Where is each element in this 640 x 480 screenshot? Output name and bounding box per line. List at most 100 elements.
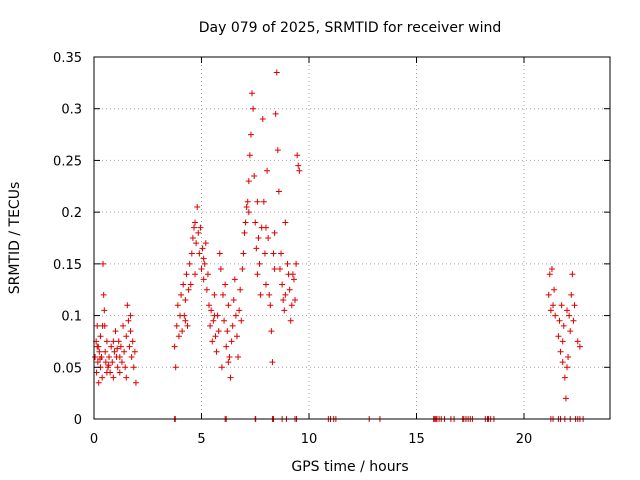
data-point xyxy=(183,271,190,278)
data-point xyxy=(132,379,139,386)
data-point xyxy=(210,317,217,324)
data-point xyxy=(196,250,203,257)
data-point xyxy=(127,312,134,319)
data-point xyxy=(235,353,242,360)
y-tick-label: 0.1 xyxy=(61,310,82,325)
y-tick-label: 0 xyxy=(74,413,82,428)
data-point xyxy=(118,359,125,366)
data-point xyxy=(97,333,104,340)
data-point xyxy=(247,131,254,138)
data-point xyxy=(121,348,128,355)
data-point xyxy=(222,281,229,288)
data-point xyxy=(101,307,108,314)
data-point xyxy=(207,322,214,329)
x-tick-label: 20 xyxy=(516,432,533,447)
data-point xyxy=(208,307,215,314)
data-point xyxy=(293,260,300,267)
data-point xyxy=(242,219,249,226)
data-point xyxy=(116,369,123,376)
data-point xyxy=(560,322,567,329)
data-point xyxy=(175,333,182,340)
data-point xyxy=(179,328,186,335)
y-tick-label: 0.3 xyxy=(61,103,82,118)
data-point xyxy=(574,338,581,345)
data-point xyxy=(282,219,289,226)
data-point xyxy=(190,224,197,231)
data-point xyxy=(274,147,281,154)
data-point xyxy=(240,250,247,257)
y-axis-label: SRMTID / TECUs xyxy=(7,182,23,295)
data-point xyxy=(252,219,259,226)
data-point xyxy=(105,362,112,369)
data-point xyxy=(564,364,570,371)
data-point xyxy=(99,374,106,381)
data-point xyxy=(110,338,117,345)
data-point xyxy=(286,286,293,293)
data-point xyxy=(192,271,199,278)
data-point xyxy=(562,395,569,402)
data-point xyxy=(217,266,224,273)
data-point xyxy=(264,167,271,174)
data-point xyxy=(556,317,563,324)
data-point xyxy=(180,281,187,288)
data-point xyxy=(120,322,127,329)
data-point xyxy=(550,302,557,309)
data-point xyxy=(265,235,272,241)
data-point xyxy=(110,374,117,381)
data-point xyxy=(130,364,137,371)
data-point xyxy=(204,271,211,278)
data-point xyxy=(546,271,553,278)
x-tick-label: 5 xyxy=(197,432,205,447)
data-point xyxy=(192,219,199,226)
data-point xyxy=(126,343,133,350)
data-point xyxy=(257,291,264,298)
data-point xyxy=(102,348,109,355)
data-point xyxy=(224,328,231,335)
data-point xyxy=(184,322,191,329)
data-point xyxy=(92,353,99,360)
data-point xyxy=(571,302,578,309)
data-point xyxy=(172,364,179,371)
data-point xyxy=(296,167,303,174)
data-point xyxy=(267,302,274,309)
data-point xyxy=(195,229,202,236)
data-point xyxy=(246,152,253,159)
data-point xyxy=(226,353,233,360)
data-point xyxy=(114,364,121,371)
data-point xyxy=(211,312,218,319)
data-point xyxy=(212,333,219,340)
data-point xyxy=(289,271,296,278)
data-point xyxy=(127,328,134,335)
data-point xyxy=(128,353,135,360)
data-point xyxy=(216,250,223,257)
data-point xyxy=(271,266,278,273)
data-point xyxy=(244,198,251,205)
data-point xyxy=(227,374,234,381)
data-point xyxy=(253,245,260,252)
data-point xyxy=(565,353,572,360)
data-point xyxy=(259,116,266,123)
data-point xyxy=(233,333,240,340)
plot-frame xyxy=(93,56,611,420)
data-point xyxy=(116,353,123,360)
data-point xyxy=(294,152,301,159)
data-point xyxy=(194,203,201,210)
data-point xyxy=(548,266,555,273)
data-point xyxy=(124,302,131,309)
data-point xyxy=(545,291,552,298)
data-point xyxy=(269,359,276,366)
data-point xyxy=(557,348,564,355)
data-point xyxy=(187,281,194,288)
data-point xyxy=(103,369,110,376)
x-axis-label: GPS time / hours xyxy=(291,459,408,475)
data-point xyxy=(199,245,206,252)
data-point xyxy=(231,276,238,283)
data-point xyxy=(288,302,295,309)
data-points xyxy=(92,69,587,422)
data-point xyxy=(280,297,287,304)
data-point xyxy=(111,348,118,355)
y-tick-label: 0.25 xyxy=(53,154,82,169)
x-tick-label: 0 xyxy=(90,432,98,447)
grid-lines xyxy=(94,57,610,419)
data-point xyxy=(211,291,218,298)
